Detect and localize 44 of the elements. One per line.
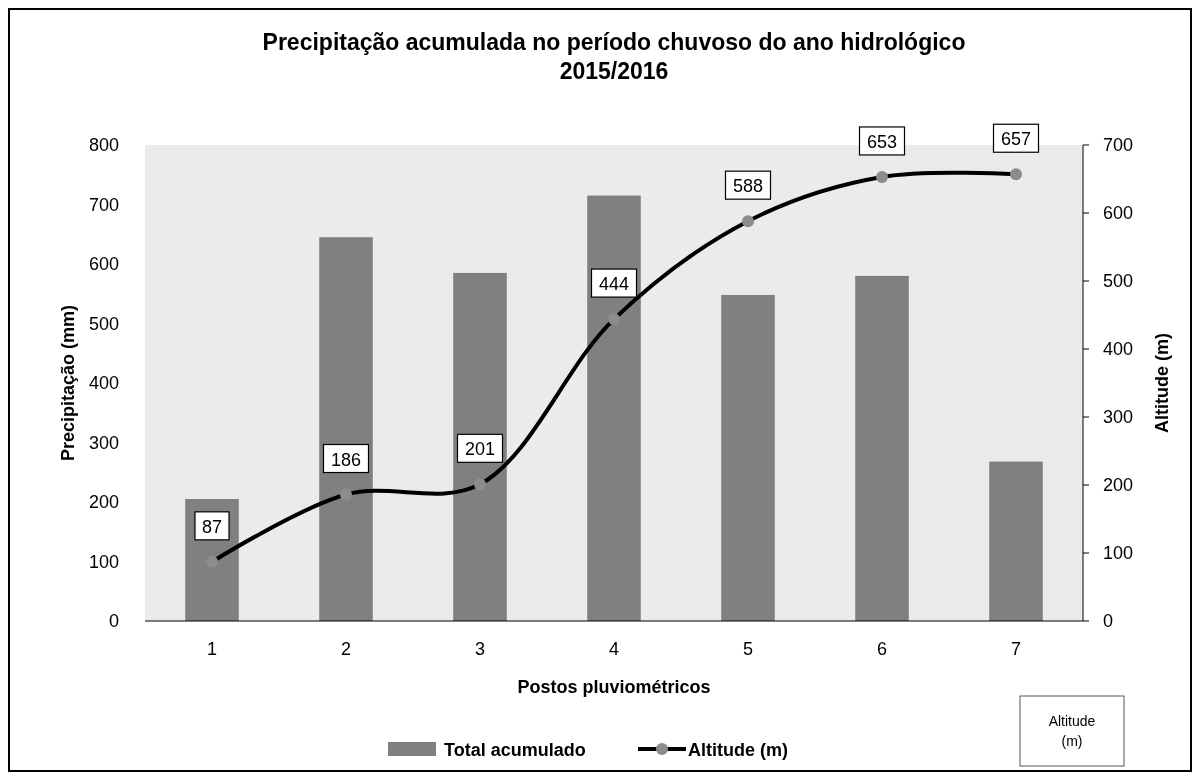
bar bbox=[319, 237, 373, 621]
legend-label: Altitude (m) bbox=[688, 740, 788, 760]
x-tick-label: 4 bbox=[608, 639, 620, 659]
y2-tick-label: 400 bbox=[1103, 339, 1134, 359]
data-label: 201 bbox=[464, 439, 496, 460]
y2-tick-label: 500 bbox=[1103, 271, 1134, 291]
x-tick-label: 3 bbox=[474, 639, 486, 659]
bar bbox=[587, 195, 641, 621]
y-tick-label: 700 bbox=[88, 194, 119, 215]
y-tick-label: 400 bbox=[88, 373, 119, 393]
legend-label: Total acumulado bbox=[444, 740, 586, 760]
x-tick-label: 1 bbox=[206, 639, 218, 659]
x-tick-label: 6 bbox=[876, 639, 888, 659]
y2-axis-title: Altitude (m) bbox=[1152, 333, 1172, 433]
y-tick-label: 100 bbox=[88, 551, 119, 572]
bar bbox=[453, 272, 507, 621]
y-tick-label: 200 bbox=[88, 492, 119, 512]
bar bbox=[989, 461, 1043, 621]
y2-tick-label: 200 bbox=[1103, 475, 1134, 495]
y2-tick-label: 100 bbox=[1103, 543, 1134, 563]
y-tick-label: 600 bbox=[88, 254, 119, 274]
x-tick-label: 5 bbox=[742, 639, 754, 659]
chart-title: Precipitação acumulada no período chuvoso do ano hidrológico 2015/2016 bbox=[262, 29, 966, 84]
data-label: 186 bbox=[330, 449, 362, 470]
bar bbox=[855, 275, 909, 621]
y-tick-label: 500 bbox=[88, 313, 119, 334]
y2-tick-label: 0 bbox=[1103, 611, 1114, 631]
data-label: 657 bbox=[1000, 129, 1032, 150]
bar bbox=[721, 294, 775, 621]
data-label: 87 bbox=[201, 516, 223, 537]
x-tick-label: 7 bbox=[1010, 639, 1022, 659]
x-tick-label: 2 bbox=[340, 639, 352, 659]
data-label: 444 bbox=[598, 274, 630, 295]
y-tick-label: 800 bbox=[88, 135, 119, 155]
y-tick-label: 300 bbox=[88, 432, 119, 453]
x-axis-title: Postos pluviométricos bbox=[517, 677, 711, 697]
text: Altitude (m) bbox=[1048, 713, 1096, 749]
y-tick-label: 0 bbox=[108, 611, 119, 631]
y2-tick-label: 700 bbox=[1103, 135, 1134, 155]
y-axis-title: Precipitação (mm) bbox=[58, 304, 78, 462]
y2-tick-label: 300 bbox=[1103, 407, 1134, 427]
y2-tick-label: 600 bbox=[1103, 203, 1134, 223]
data-label: 653 bbox=[866, 131, 898, 152]
data-label: 588 bbox=[732, 176, 764, 197]
